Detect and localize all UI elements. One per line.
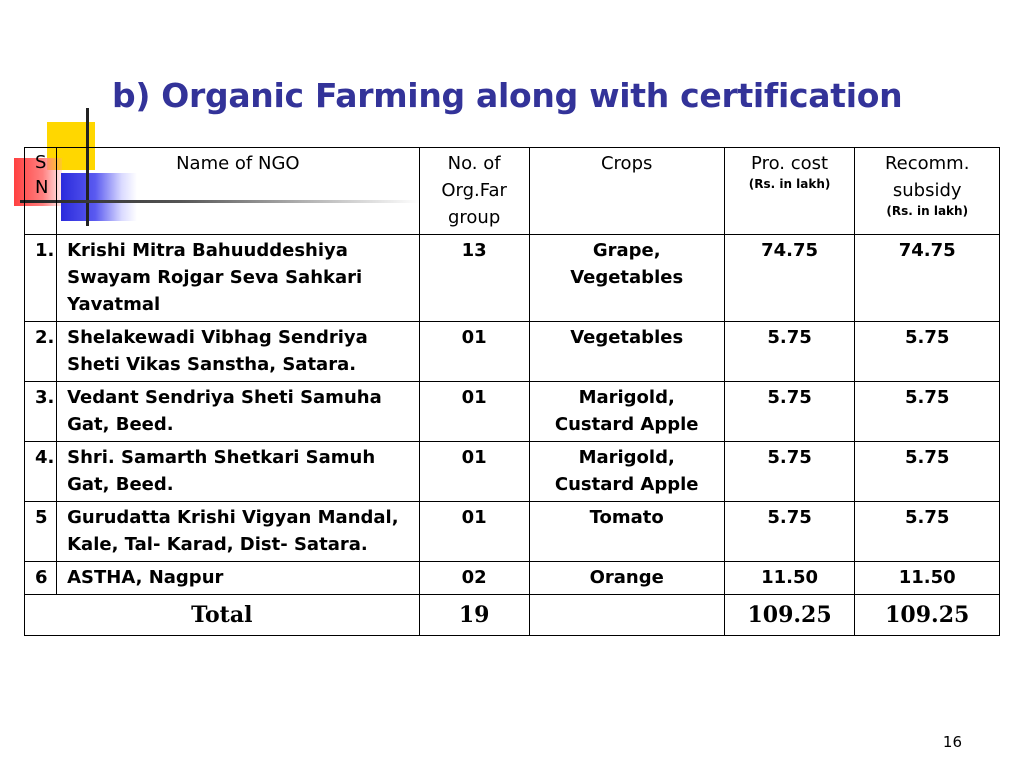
- cell-groups: 01: [418, 501, 530, 562]
- cell-sn: 3.: [23, 381, 58, 442]
- header-crops: Crops: [528, 147, 725, 235]
- cell-cost: 5.75: [723, 321, 856, 382]
- cell-crops: Marigold, Custard Apple: [528, 441, 725, 502]
- cell-subsidy: 5.75: [854, 501, 1000, 562]
- table-header-row: S N Name of NGO No. of Org.Far group Cro…: [23, 147, 1000, 235]
- cell-subsidy: 11.50: [854, 561, 1000, 595]
- cell-cost: 5.75: [723, 441, 856, 502]
- total-crops: [528, 594, 725, 636]
- cell-groups: 01: [418, 441, 530, 502]
- cell-ngo-name: Shelakewadi Vibhag Sendriya Sheti Vikas …: [56, 321, 420, 382]
- total-label: Total: [24, 594, 420, 636]
- cell-cost: 5.75: [723, 501, 856, 562]
- ngo-table: S N Name of NGO No. of Org.Far group Cro…: [23, 147, 1000, 636]
- header-pro-cost-unit: (Rs. in lakh): [748, 177, 831, 191]
- cell-crops: Marigold, Custard Apple: [528, 381, 725, 442]
- header-pro-cost-label: Pro. cost: [751, 153, 829, 174]
- header-pro-cost: Pro. cost (Rs. in lakh): [723, 147, 856, 235]
- total-subsidy: 109.25: [854, 594, 1000, 636]
- table-row: 2. Shelakewadi Vibhag Sendriya Sheti Vik…: [23, 321, 1000, 382]
- table-row: 1. Krishi Mitra Bahuuddeshiya Swayam Roj…: [23, 234, 1000, 322]
- cell-sn: 1.: [23, 234, 58, 322]
- cell-sn: 5: [23, 501, 58, 562]
- cell-crops: Grape, Vegetables: [528, 234, 725, 322]
- cell-crops: Tomato: [528, 501, 725, 562]
- cell-crops: Vegetables: [528, 321, 725, 382]
- header-subsidy: Recomm. subsidy (Rs. in lakh): [854, 147, 1000, 235]
- cell-groups: 01: [418, 321, 530, 382]
- header-groups: No. of Org.Far group: [418, 147, 530, 235]
- table-total-row: Total 19 109.25 109.25: [24, 594, 1000, 636]
- header-name: Name of NGO: [56, 147, 420, 235]
- cell-ngo-name: Vedant Sendriya Sheti Samuha Gat, Beed.: [56, 381, 420, 442]
- cell-cost: 74.75: [723, 234, 856, 322]
- table-row: 3. Vedant Sendriya Sheti Samuha Gat, Bee…: [23, 381, 1000, 442]
- total-groups: 19: [418, 594, 530, 636]
- cell-groups: 02: [418, 561, 530, 595]
- cell-groups: 13: [418, 234, 530, 322]
- cell-ngo-name: Shri. Samarth Shetkari Samuh Gat, Beed.: [56, 441, 420, 502]
- cell-cost: 11.50: [723, 561, 856, 595]
- cell-sn: 6: [23, 561, 58, 595]
- table-row: 5 Gurudatta Krishi Vigyan Mandal, Kale, …: [23, 501, 1000, 562]
- cell-subsidy: 5.75: [854, 441, 1000, 502]
- cell-groups: 01: [418, 381, 530, 442]
- cell-sn: 2.: [23, 321, 58, 382]
- page-number: 16: [942, 733, 962, 751]
- cell-subsidy: 5.75: [854, 381, 1000, 442]
- cell-ngo-name: Krishi Mitra Bahuuddeshiya Swayam Rojgar…: [56, 234, 420, 322]
- total-cost: 109.25: [723, 594, 856, 636]
- header-subsidy-label: Recomm. subsidy: [884, 153, 970, 201]
- table-row: 4. Shri. Samarth Shetkari Samuh Gat, Bee…: [23, 441, 1000, 502]
- header-sn: S N: [23, 147, 58, 235]
- cell-subsidy: 5.75: [854, 321, 1000, 382]
- cell-crops: Orange: [528, 561, 725, 595]
- cell-cost: 5.75: [723, 381, 856, 442]
- cell-ngo-name: Gurudatta Krishi Vigyan Mandal, Kale, Ta…: [56, 501, 420, 562]
- slide-title: b) Organic Farming along with certificat…: [112, 76, 903, 115]
- cell-sn: 4.: [23, 441, 58, 502]
- header-subsidy-unit: (Rs. in lakh): [886, 204, 969, 218]
- table-row: 6 ASTHA, Nagpur 02 Orange 11.50 11.50: [23, 561, 1000, 595]
- cell-ngo-name: ASTHA, Nagpur: [56, 561, 420, 595]
- cell-subsidy: 74.75: [854, 234, 1000, 322]
